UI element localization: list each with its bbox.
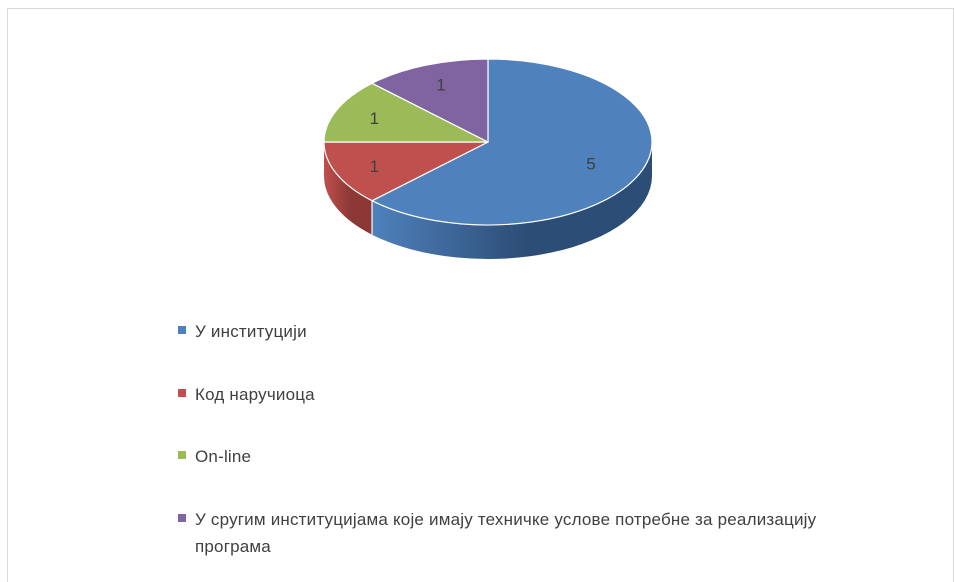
pie-slice-wall-1	[323, 142, 373, 235]
data-label-3: 1	[436, 75, 445, 94]
pie-slice-1	[323, 141, 489, 202]
pie-slice-2	[323, 82, 489, 143]
legend-marker-online	[178, 451, 186, 459]
legend-marker-kod-naruchioca	[178, 389, 186, 397]
pie-slice-0	[370, 58, 653, 226]
legend-marker-drugim-institucijama	[178, 514, 186, 522]
legend-marker-u-instituciji	[178, 326, 186, 334]
legend-label-u-instituciji: У институцији	[195, 322, 307, 341]
pie-slice-3	[370, 58, 489, 143]
data-label-0: 5	[586, 155, 595, 174]
legend-item-online: On-line	[178, 443, 251, 470]
legend-label-kod-naruchioca: Код наручиоца	[195, 385, 315, 404]
legend-item-u-instituciji: У институцији	[178, 318, 307, 345]
data-label-1: 1	[370, 157, 379, 176]
legend-item-drugim-institucijama: У сругим институцијама које имају технич…	[178, 506, 895, 560]
legend-label-online: On-line	[195, 447, 252, 466]
legend-item-kod-naruchioca: Код наручиоца	[178, 381, 315, 408]
pie-slice-wall-0	[372, 142, 652, 260]
data-label-2: 1	[370, 109, 379, 128]
legend-label-drugim-institucijama: У сругим институцијама које имају технич…	[195, 510, 817, 556]
